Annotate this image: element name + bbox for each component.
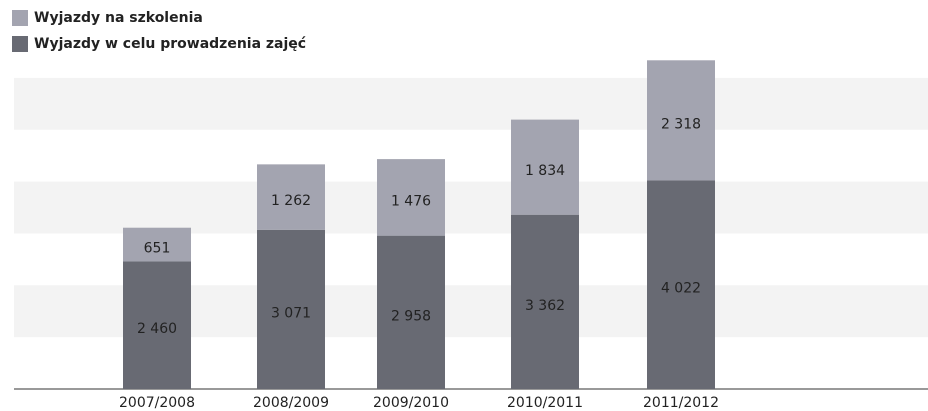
data-label: 2 318 xyxy=(661,116,701,132)
legend-swatch xyxy=(12,36,28,52)
bar-segment xyxy=(647,180,715,389)
bar-segment xyxy=(511,119,579,215)
data-label: 651 xyxy=(144,241,171,257)
data-label: 4 022 xyxy=(661,281,701,297)
data-label: 3 362 xyxy=(525,298,565,314)
x-tick-label: 2008/2009 xyxy=(253,395,329,411)
x-tick-label: 2009/2010 xyxy=(373,395,449,411)
x-tick-label: 2010/2011 xyxy=(507,395,583,411)
x-tick-label: 2007/2008 xyxy=(119,395,195,411)
data-label: 1 476 xyxy=(391,193,431,209)
data-label: 2 958 xyxy=(391,308,431,324)
legend-swatch xyxy=(12,10,28,26)
legend-label: Wyjazdy w celu prowadzenia zajęć xyxy=(34,36,306,52)
bar-segment xyxy=(647,60,715,181)
data-label: 1 834 xyxy=(525,163,565,179)
data-label: 2 460 xyxy=(137,321,177,337)
grid-band xyxy=(14,77,928,130)
data-label: 3 071 xyxy=(271,305,311,321)
bar-segment xyxy=(377,235,445,389)
bar-segment xyxy=(123,227,191,262)
bar-segment xyxy=(123,261,191,389)
x-tick-label: 2011/2012 xyxy=(643,395,719,411)
legend-label: Wyjazdy na szkolenia xyxy=(34,10,203,26)
bar-segment xyxy=(257,229,325,389)
bar-segment xyxy=(511,214,579,389)
bar-segment xyxy=(257,164,325,230)
bar-segment xyxy=(377,159,445,236)
grid-band xyxy=(14,181,928,234)
data-label: 1 262 xyxy=(271,193,311,209)
